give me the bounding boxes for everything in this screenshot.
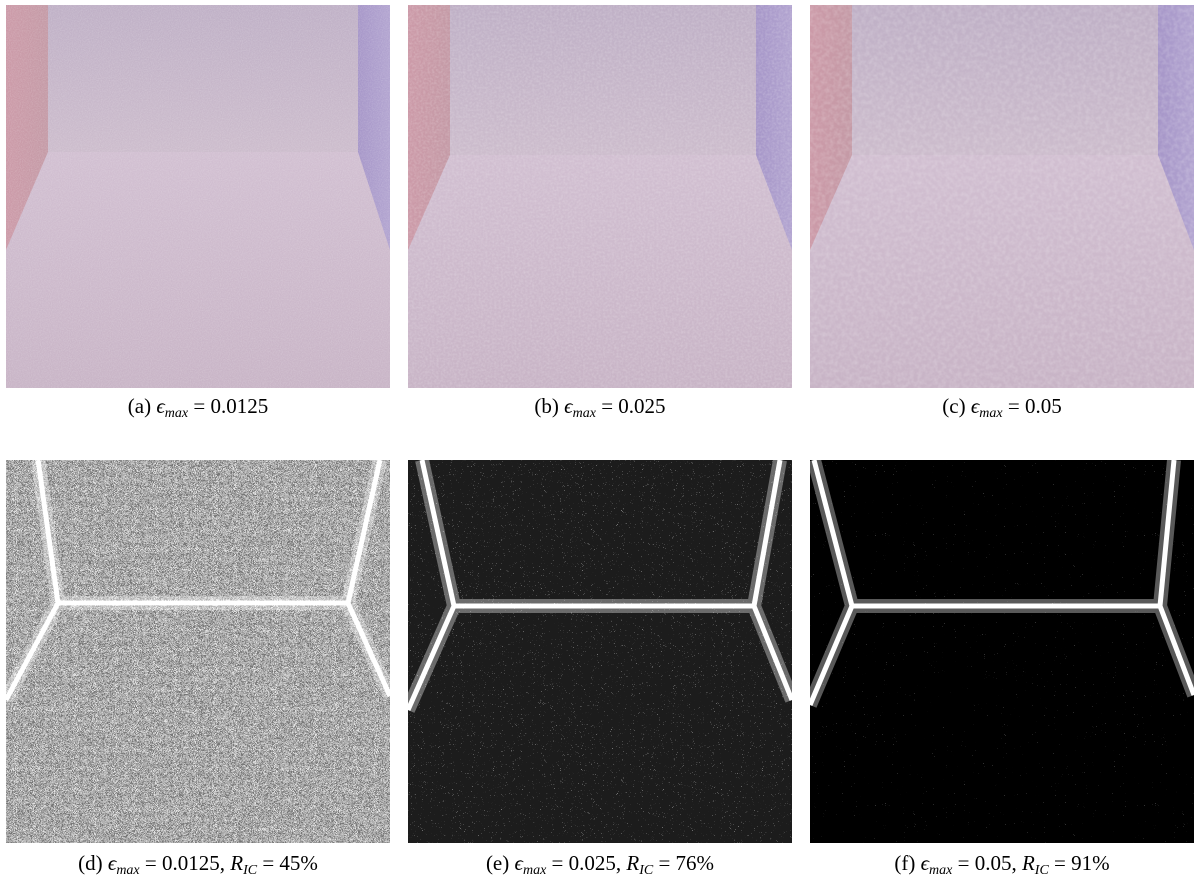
caption-subscript: max bbox=[165, 406, 188, 421]
caption-text: = 0.05 bbox=[1003, 394, 1062, 418]
caption-text: (c) bbox=[942, 394, 971, 418]
caption-subscript: IC bbox=[639, 863, 653, 878]
render-image bbox=[810, 5, 1194, 388]
caption-text: = 0.0125, bbox=[140, 851, 231, 875]
caption-text: R bbox=[1022, 851, 1035, 875]
caption-subscript: max bbox=[523, 863, 546, 878]
caption-subscript: max bbox=[573, 406, 596, 421]
caption: (a) ϵmax = 0.0125 bbox=[0, 394, 398, 419]
caption-text: (b) bbox=[534, 394, 564, 418]
sample-points bbox=[810, 460, 1194, 843]
render-image bbox=[810, 460, 1194, 843]
render-image bbox=[6, 5, 390, 388]
sample-points bbox=[408, 460, 792, 843]
caption-text: (a) bbox=[128, 394, 157, 418]
caption-text: ϵ bbox=[921, 851, 929, 875]
caption-text: (d) bbox=[78, 851, 108, 875]
sample-points bbox=[6, 460, 390, 843]
noise bbox=[810, 5, 1194, 388]
caption: (e) ϵmax = 0.025, RIC = 76% bbox=[400, 851, 800, 876]
caption-text: = 0.025, bbox=[546, 851, 626, 875]
noise bbox=[6, 5, 390, 388]
caption-text: = 76% bbox=[653, 851, 714, 875]
caption-subscript: IC bbox=[243, 863, 257, 878]
render-image bbox=[408, 5, 792, 388]
figure-page: (a) ϵmax = 0.0125(b) ϵmax = 0.025(c) ϵma… bbox=[0, 0, 1195, 886]
caption-subscript: max bbox=[979, 406, 1002, 421]
caption-text: ϵ bbox=[515, 851, 523, 875]
caption-subscript: max bbox=[116, 863, 139, 878]
caption-text: R bbox=[626, 851, 639, 875]
caption-text: (e) bbox=[486, 851, 515, 875]
caption: (c) ϵmax = 0.05 bbox=[802, 394, 1195, 419]
caption-text: = 0.025 bbox=[596, 394, 666, 418]
render-image bbox=[6, 460, 390, 843]
caption-text: ϵ bbox=[156, 394, 164, 418]
caption-text: = 0.0125 bbox=[188, 394, 268, 418]
render-image bbox=[408, 460, 792, 843]
caption: (d) ϵmax = 0.0125, RIC = 45% bbox=[0, 851, 398, 876]
caption-text: = 91% bbox=[1049, 851, 1110, 875]
caption-text: (f) bbox=[894, 851, 920, 875]
caption: (f) ϵmax = 0.05, RIC = 91% bbox=[802, 851, 1195, 876]
caption-text: ϵ bbox=[564, 394, 572, 418]
noise bbox=[408, 5, 792, 388]
caption-text: = 45% bbox=[257, 851, 318, 875]
caption-subscript: max bbox=[929, 863, 952, 878]
caption-subscript: IC bbox=[1035, 863, 1049, 878]
caption: (b) ϵmax = 0.025 bbox=[400, 394, 800, 419]
caption-text: = 0.05, bbox=[952, 851, 1022, 875]
caption-text: R bbox=[230, 851, 243, 875]
